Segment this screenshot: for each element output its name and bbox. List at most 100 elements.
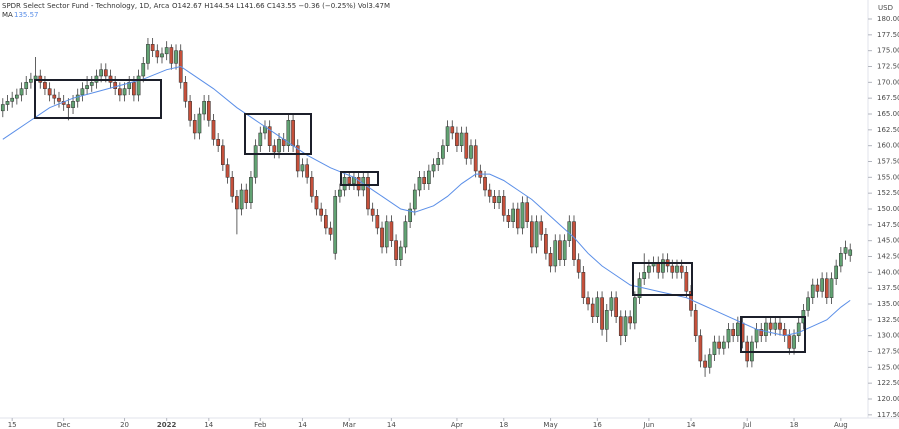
candle-body — [787, 335, 792, 349]
candle-body — [576, 259, 581, 273]
x-tick-label: Jun — [642, 421, 654, 429]
candle-body — [492, 196, 497, 203]
candle-body — [810, 284, 815, 298]
candle-body — [586, 297, 590, 305]
candle-body — [174, 50, 178, 64]
candle-body — [305, 164, 309, 178]
candle-body — [436, 158, 441, 165]
candle-body — [249, 177, 253, 203]
candle-body — [122, 88, 127, 96]
candle-body — [820, 278, 824, 292]
candle-body — [520, 202, 525, 229]
candle-body — [127, 82, 132, 89]
candle-body — [501, 196, 506, 216]
candle-body — [675, 265, 679, 273]
candle-body — [473, 145, 478, 172]
candle-body — [843, 247, 848, 254]
candle-body — [562, 240, 567, 260]
ohlc-header: O142.67 H144.54 L141.66 C143.55 −0.36 (−… — [172, 2, 390, 10]
candle-body — [192, 120, 197, 134]
candle-body — [707, 354, 712, 368]
candle-body — [202, 101, 206, 115]
y-tick-label: 162.50 — [877, 126, 899, 134]
candle-body — [169, 47, 174, 64]
candle-body — [136, 75, 141, 96]
candle-body — [497, 196, 501, 203]
candle-body — [253, 145, 258, 178]
candle-body — [553, 240, 558, 267]
candle-body — [609, 297, 614, 311]
candle-body — [567, 221, 572, 241]
x-tick-label: Jul — [742, 421, 752, 429]
x-tick-label: Feb — [254, 421, 267, 429]
x-tick-label: 18 — [499, 421, 508, 429]
candle-body — [239, 189, 244, 210]
candle-body — [754, 329, 759, 343]
y-tick-label: 177.50 — [877, 31, 899, 39]
candle-body — [338, 189, 342, 197]
candle-body — [146, 44, 150, 64]
candle-body — [623, 316, 628, 336]
candle-body — [773, 322, 778, 330]
candle-body — [515, 208, 520, 229]
highlight-box — [244, 113, 312, 155]
candle-body — [441, 145, 445, 159]
candle-body — [417, 177, 422, 191]
candle-body — [450, 126, 455, 134]
candle-body — [792, 335, 796, 349]
candle-body — [132, 82, 136, 96]
candle-body — [455, 132, 459, 146]
y-tick-label: 122.50 — [877, 379, 899, 387]
candle-body — [24, 82, 29, 89]
candle-body — [155, 50, 160, 58]
candle-body — [75, 94, 80, 102]
candle-body — [347, 177, 352, 184]
candle-body — [141, 63, 146, 77]
candle-body — [370, 208, 375, 216]
x-tick-label: 14 — [298, 421, 307, 429]
candle-body — [150, 44, 155, 51]
candle-body — [118, 88, 122, 96]
candle-body — [506, 215, 511, 222]
candle-body — [164, 47, 169, 55]
candle-body — [10, 97, 15, 102]
y-tick-label: 120.00 — [877, 395, 899, 403]
y-tick-label: 160.00 — [877, 142, 899, 150]
candle-body — [309, 177, 314, 197]
candle-body — [548, 253, 553, 267]
candle-body — [235, 196, 239, 210]
candle-body — [768, 322, 773, 330]
candle-body — [314, 196, 319, 210]
y-tick-label: 117.50 — [877, 411, 899, 419]
candle-body — [782, 329, 787, 336]
candle-body — [230, 177, 235, 197]
candle-body — [422, 177, 427, 184]
candle-body — [726, 329, 731, 343]
y-tick-label: 125.00 — [877, 363, 899, 371]
candle-body — [333, 196, 338, 254]
candle-body — [160, 53, 164, 58]
x-tick-label: Mar — [343, 421, 356, 429]
candle-body — [319, 208, 324, 216]
candle-body — [244, 189, 249, 203]
x-tick-label: 14 — [387, 421, 396, 429]
candle-body — [712, 341, 717, 355]
x-tick-label: 16 — [593, 421, 602, 429]
candle-body — [221, 145, 225, 165]
candle-body — [558, 240, 562, 260]
y-tick-label: 167.50 — [877, 94, 899, 102]
y-tick-label: 147.50 — [877, 221, 899, 229]
candle-body — [225, 164, 230, 178]
candle-body — [698, 335, 703, 362]
candle-body — [380, 227, 384, 248]
moving-average-line — [2, 65, 851, 337]
candle-body — [394, 240, 398, 260]
candle-body — [796, 322, 801, 336]
candle-body — [286, 120, 291, 146]
highlight-box — [340, 171, 379, 186]
candle-body — [525, 202, 530, 222]
y-tick-label: 135.00 — [877, 300, 899, 308]
highlight-box — [34, 79, 162, 119]
candle-body — [403, 221, 408, 248]
